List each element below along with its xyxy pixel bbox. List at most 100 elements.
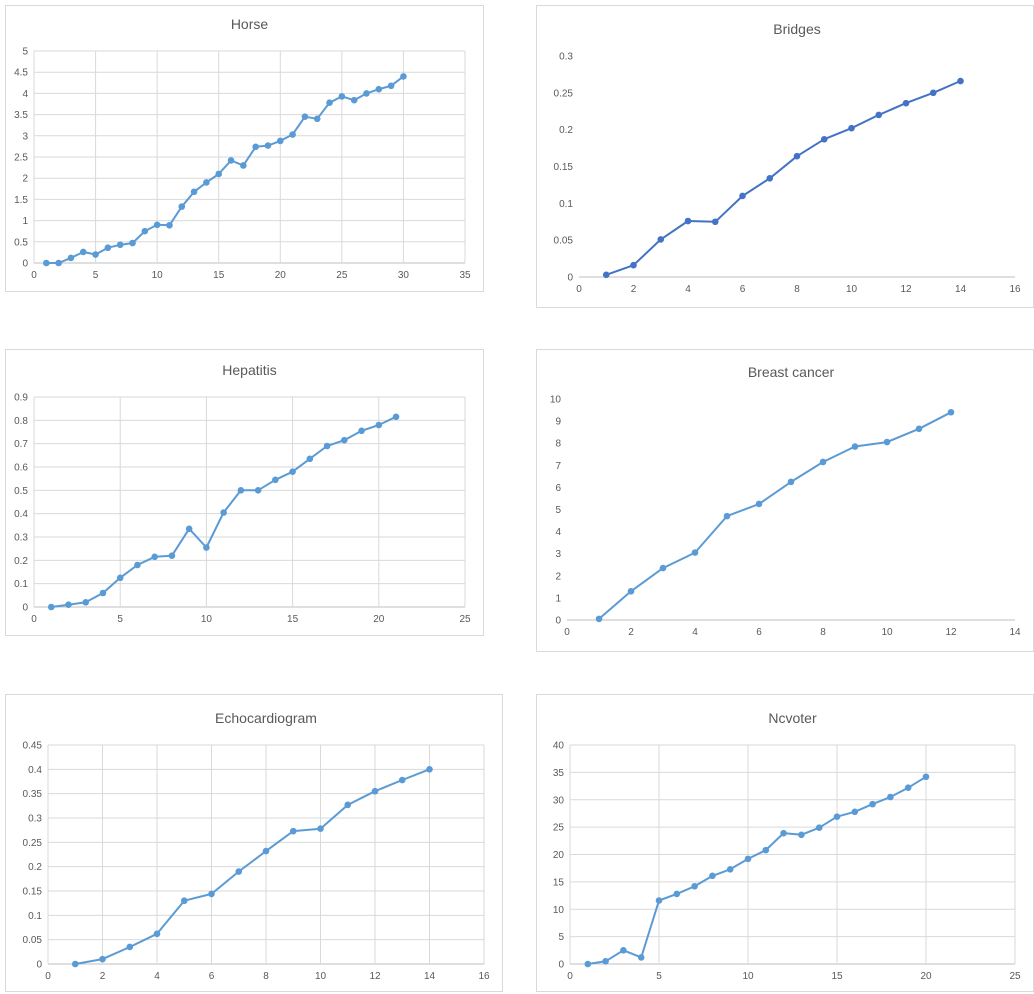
- x-tick-label: 0: [31, 270, 37, 281]
- x-tick-label: 0: [45, 971, 51, 982]
- y-tick-label: 25: [553, 823, 565, 834]
- y-tick-label: 5: [22, 47, 28, 58]
- chart-bridges: Bridges 0 0.05 0.1 0.15 0.2 0.25 0.3 0 2 4 6 8 10 12 14…: [536, 5, 1034, 308]
- data-point: [659, 564, 667, 572]
- x-tick-label: 12: [369, 971, 381, 982]
- data-point: [375, 421, 383, 429]
- data-point: [584, 960, 592, 968]
- y-tick-label: 15: [553, 877, 565, 888]
- series-line: [598, 411, 952, 620]
- data-point: [655, 897, 663, 904]
- x-tick-label: 2: [100, 971, 106, 982]
- y-tick-label: 5: [555, 505, 561, 516]
- x-tick-label: 2: [628, 627, 634, 638]
- x-tick-label: 10: [881, 627, 893, 638]
- y-tick-label: 0: [36, 960, 42, 971]
- y-tick-label: 0.5: [14, 237, 28, 248]
- data-point: [363, 90, 370, 97]
- data-point: [711, 218, 719, 226]
- x-tick-label: 10: [152, 270, 164, 281]
- y-tick-label: 0: [22, 259, 28, 270]
- data-point: [203, 179, 210, 186]
- y-tick-label: 4: [555, 527, 561, 538]
- y-tick-label: 0.9: [14, 393, 28, 404]
- data-point: [313, 115, 321, 123]
- data-point: [190, 188, 198, 196]
- data-point: [276, 137, 284, 145]
- data-point: [780, 829, 787, 837]
- y-tick-label: 0.25: [554, 88, 574, 99]
- data-point: [602, 271, 610, 279]
- series-line: [75, 768, 430, 965]
- x-tick-label: 25: [336, 270, 348, 281]
- data-point: [301, 113, 309, 121]
- x-tick-label: 25: [459, 614, 471, 625]
- y-tick-label: 0.35: [23, 789, 43, 800]
- y-tick-label: 0.8: [14, 416, 28, 427]
- x-tick-label: 6: [756, 627, 762, 638]
- data-point: [869, 800, 876, 808]
- x-tick-label: 8: [820, 627, 826, 638]
- data-point: [79, 248, 87, 256]
- data-point: [375, 85, 383, 93]
- data-point: [104, 244, 112, 252]
- data-point: [47, 603, 55, 611]
- x-tick-label: 4: [692, 627, 698, 638]
- y-tick-label: 30: [553, 795, 565, 806]
- x-tick-label: 12: [945, 627, 957, 638]
- data-point: [875, 111, 883, 119]
- x-tick-label: 15: [831, 971, 843, 982]
- y-tick-label: 0.3: [14, 533, 28, 544]
- data-point: [595, 615, 603, 623]
- x-tick-label: 20: [920, 971, 932, 982]
- y-tick-label: 0: [22, 603, 28, 614]
- data-point: [178, 203, 186, 210]
- data-point: [915, 425, 923, 433]
- chart-horse-svg: Horse 0 0.5 1 1.5 2 2.5 3 3.5 4 4.5 5 0 5 10 15 20 25 30 35: [14, 16, 471, 281]
- x-tick-label: 30: [398, 270, 410, 281]
- data-point: [235, 868, 243, 875]
- data-point: [67, 254, 75, 262]
- data-point: [350, 96, 358, 104]
- data-point: [426, 766, 433, 773]
- chart-hepatitis: Hepatitis 0 0.1 0.2 0.3 0.4 0.5 0.6 0.7 0.8 0.9 0 5 1…: [5, 349, 484, 636]
- data-point: [71, 960, 79, 968]
- y-tick-label: 0.25: [23, 838, 43, 849]
- x-tick-label: 16: [1009, 284, 1021, 295]
- chart-horse: Horse 0 0.5 1 1.5 2 2.5 3 3.5 4 4.5 5 0 5 10 15 20 25 30 35: [5, 5, 484, 292]
- data-point: [252, 143, 259, 151]
- data-point: [338, 93, 346, 100]
- x-tick-label: 5: [117, 614, 123, 625]
- data-point: [306, 455, 314, 463]
- data-point: [673, 890, 681, 898]
- y-tick-label: 1.5: [14, 195, 28, 206]
- data-point: [755, 500, 763, 508]
- y-tick-label: 0.05: [554, 236, 574, 247]
- data-point: [116, 241, 124, 249]
- series-line: [605, 80, 961, 276]
- y-tick-label: 0.6: [14, 463, 28, 474]
- chart-hepatitis-svg: Hepatitis 0 0.1 0.2 0.3 0.4 0.5 0.6 0.7 0.8 0.9 0 5 1…: [14, 362, 471, 625]
- x-tick-label: 15: [213, 270, 225, 281]
- y-tick-label: 4.5: [14, 68, 28, 79]
- y-tick-label: 0.3: [28, 814, 42, 825]
- data-point: [851, 808, 859, 816]
- chart-title: Ncvoter: [768, 710, 817, 726]
- y-tick-label: 0: [558, 960, 564, 971]
- data-point: [341, 436, 348, 444]
- y-tick-label: 2: [555, 571, 561, 582]
- data-point: [126, 943, 134, 951]
- y-tick-label: 0.1: [559, 199, 573, 210]
- y-tick-label: 0.05: [23, 935, 43, 946]
- x-tick-label: 20: [275, 270, 287, 281]
- data-point: [947, 408, 955, 416]
- chart-title: Horse: [231, 16, 269, 32]
- data-point: [129, 239, 136, 247]
- data-point: [180, 897, 188, 905]
- x-tick-label: 12: [900, 284, 912, 295]
- x-tick-label: 10: [201, 614, 213, 625]
- data-point: [237, 487, 245, 494]
- chart-echocardiogram-svg: Echocardiogram 0 0.05 0.1 0.15 0.2 0.25 0.3 0.35…: [23, 710, 490, 982]
- chart-title: Echocardiogram: [215, 710, 317, 726]
- data-point: [272, 476, 279, 484]
